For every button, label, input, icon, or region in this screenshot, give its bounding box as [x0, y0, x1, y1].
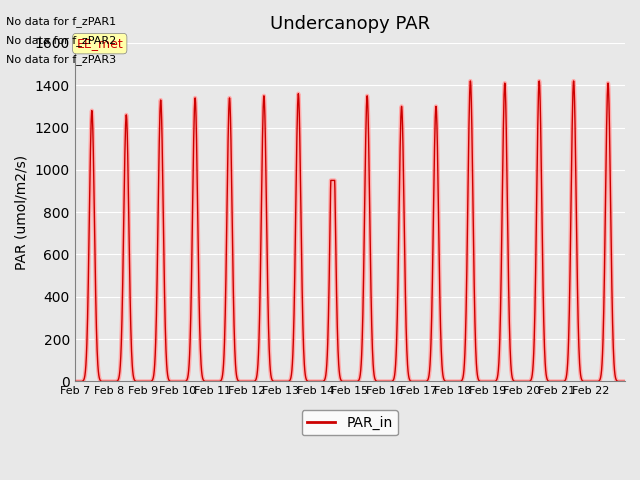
Text: No data for f_zPAR1: No data for f_zPAR1 [6, 16, 116, 27]
Y-axis label: PAR (umol/m2/s): PAR (umol/m2/s) [15, 155, 29, 270]
Text: No data for f_zPAR3: No data for f_zPAR3 [6, 54, 116, 65]
Legend: PAR_in: PAR_in [301, 410, 398, 435]
Text: No data for f_zPAR2: No data for f_zPAR2 [6, 35, 116, 46]
Title: Undercanopy PAR: Undercanopy PAR [270, 15, 430, 33]
Text: EE_met: EE_met [76, 37, 123, 50]
